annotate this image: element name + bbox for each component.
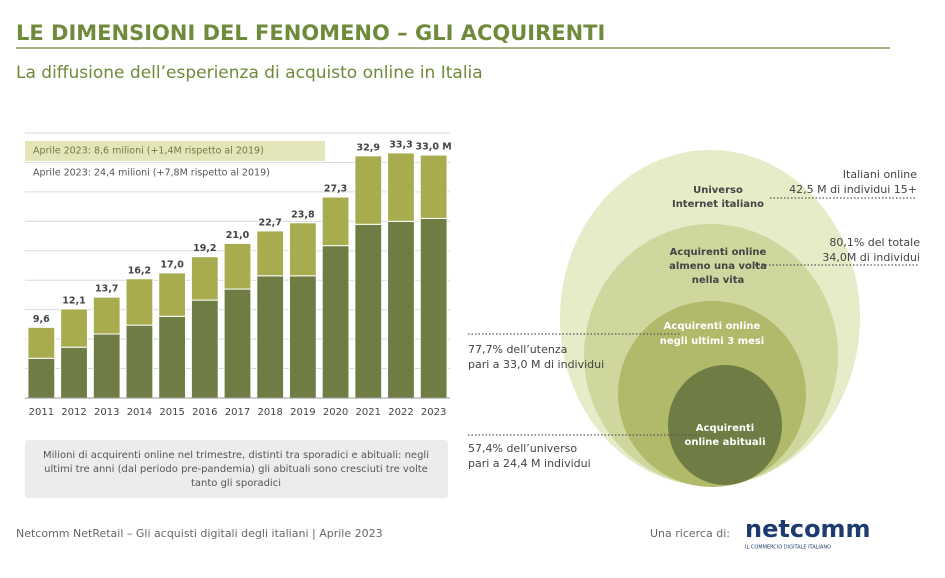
bar-segment [387, 152, 415, 222]
bar-segment [92, 296, 121, 335]
callout-text: 42,5 M di individui 15+ [789, 183, 917, 196]
bar-segment [419, 154, 448, 219]
annotation: Aprile 2023: 8,6 milioni (+1,4M rispetto… [33, 146, 264, 157]
bar-segment [288, 222, 317, 277]
total-label: 23,8 [291, 209, 315, 220]
total-label: 27,3 [324, 184, 347, 195]
ring-label: online abituali [684, 437, 765, 448]
bar-segment [92, 333, 121, 399]
x-tick-label: 2017 [225, 407, 250, 418]
bar-segment [256, 230, 285, 277]
title: LE DIMENSIONI DEL FENOMENO – GLI ACQUIRE… [16, 21, 605, 45]
bar-segment [158, 272, 187, 317]
callout-text: pari a 33,0 M di individui [468, 358, 604, 371]
bar-segment [321, 245, 350, 399]
bar-segment [27, 357, 56, 399]
legend-band [25, 141, 325, 161]
bar-segment [321, 196, 350, 247]
subtitle: La diffusione dell’esperienza di acquist… [16, 63, 483, 83]
bar-segment [27, 326, 56, 359]
note-line: Milioni di acquirenti online nel trimest… [43, 450, 429, 461]
x-tick-label: 2011 [29, 407, 54, 418]
bar-segment [125, 324, 154, 399]
total-label: 21,0 [226, 230, 250, 241]
x-tick-label: 2022 [388, 407, 413, 418]
credit: Una ricerca di: [650, 527, 730, 540]
total-label: 16,2 [128, 265, 151, 276]
ring-label: Universo [693, 185, 743, 196]
x-tick-label: 2018 [257, 407, 282, 418]
bar-segment [223, 288, 252, 399]
callout-text: 80,1% del totale [829, 236, 920, 249]
bar-segment [288, 275, 317, 399]
note-box [25, 440, 448, 498]
callout-text: 57,4% dell’universo [468, 442, 577, 455]
callout-text: 34,0M di individui [822, 251, 920, 264]
callout-text: pari a 24,4 M individui [468, 457, 591, 470]
bar-segment [256, 275, 285, 399]
x-tick-label: 2019 [290, 407, 315, 418]
total-label: 32,9 [357, 142, 380, 153]
bar-segment [354, 223, 383, 399]
ring-label: Acquirenti [696, 423, 754, 434]
ring-label: Internet italiano [672, 199, 764, 210]
bar-segment [419, 217, 448, 399]
x-tick-label: 2012 [61, 407, 86, 418]
total-label: 12,1 [62, 295, 85, 306]
x-tick-label: 2015 [159, 407, 184, 418]
ring-label: negli ultimi 3 mesi [660, 336, 765, 347]
ring-label: Acquirenti online [670, 247, 767, 258]
source: Netcomm NetRetail – Gli acquisti digital… [16, 527, 383, 540]
bar-segment [190, 299, 219, 399]
bar-segment [125, 278, 154, 326]
total-label: 33,3 [389, 139, 412, 150]
note-line: tanto gli sporadici [191, 478, 281, 489]
x-tick-label: 2020 [323, 407, 348, 418]
ring-label: almeno una volta [669, 261, 767, 272]
total-label: 17,0 [160, 259, 184, 270]
bar-segment [190, 256, 219, 301]
logo: netcomm [745, 515, 871, 543]
note-line: ultimi tre anni (dal periodo pre-pandemi… [44, 464, 428, 475]
ring-label: nella vita [692, 275, 744, 286]
callout-text: 77,7% dell’utenza [468, 343, 567, 356]
ring-inner [668, 365, 782, 485]
callout-text: Italiani online [843, 168, 917, 181]
x-tick-label: 2023 [421, 407, 446, 418]
bar-segment [387, 220, 415, 399]
bar-segment [158, 315, 187, 399]
bar-segment [223, 242, 252, 290]
x-tick-label: 2014 [127, 407, 152, 418]
total-label: 22,7 [258, 217, 281, 228]
total-label: 13,7 [95, 284, 118, 295]
bar-segment [354, 155, 383, 225]
bar-segment [60, 346, 88, 399]
x-tick-label: 2013 [94, 407, 119, 418]
total-label: 19,2 [193, 243, 216, 254]
total-label: 33,0 M [416, 142, 452, 153]
bar-segment [60, 308, 88, 348]
total-label: 9,6 [33, 314, 50, 325]
x-tick-label: 2021 [356, 407, 381, 418]
x-tick-label: 2016 [192, 407, 217, 418]
ring-label: Acquirenti online [664, 321, 761, 332]
annotation: Aprile 2023: 24,4 milioni (+7,8M rispett… [33, 168, 270, 179]
logo-tagline: IL COMMERCIO DIGITALE ITALIANO [745, 545, 831, 551]
